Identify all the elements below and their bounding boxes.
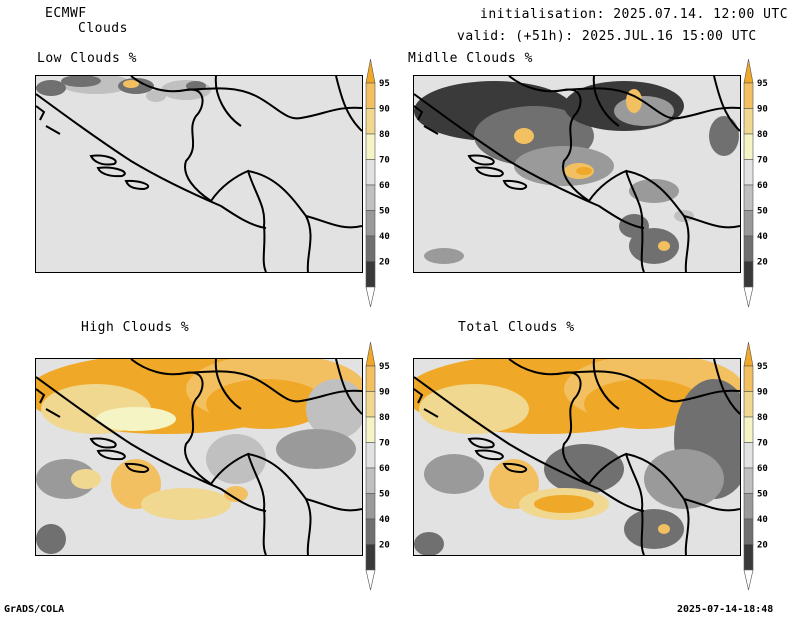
colorbar-tick-label: 20: [757, 541, 768, 551]
map-low-clouds: [35, 75, 363, 273]
colorbar-top-right: 95 90 80 70 60 50 40 20: [742, 58, 792, 308]
colorbar-tick-label: 95: [757, 79, 768, 89]
map-high-clouds: [35, 358, 363, 556]
colorbar-segment: [365, 261, 376, 288]
colorbar-segment: [365, 82, 376, 109]
colorbar-tick-label: 80: [757, 130, 768, 140]
colorbar-tick-label: 60: [379, 464, 390, 474]
footer-timestamp: 2025-07-14-18:48: [677, 604, 774, 615]
colorbar-bottom-triangle: [365, 286, 376, 308]
colorbar-bottom-right: 95 90 80 70 60 50 40 20: [742, 341, 792, 591]
map-low-svg: [36, 76, 362, 272]
colorbar-segment: [743, 467, 754, 494]
colorbar-segment: [743, 518, 754, 545]
colorbar-segment: [365, 365, 376, 392]
map-total-svg: [414, 359, 740, 555]
colorbar-segment: [365, 493, 376, 520]
colorbar-segment: [365, 416, 376, 443]
model-label: ECMWF: [45, 6, 87, 21]
map-middle-clouds: [413, 75, 741, 273]
colorbar-segment: [743, 442, 754, 469]
map-middle-svg: [414, 76, 740, 272]
colorbar-tick-label: 95: [379, 362, 390, 372]
colorbar-segment: [743, 261, 754, 288]
colorbar-top-left: 95 90 80 70 60 50 40 20: [364, 58, 414, 308]
colorbar-tick-label: 40: [379, 232, 390, 242]
colorbar-segment: [743, 159, 754, 186]
colorbar-tick-label: 70: [379, 439, 390, 449]
colorbar-segment: [365, 184, 376, 211]
colorbar-tick-label: 90: [379, 105, 390, 115]
field-label: Clouds: [78, 21, 128, 36]
colorbar-segment: [743, 235, 754, 262]
colorbar-segment: [365, 159, 376, 186]
colorbar-top-triangle: [365, 341, 376, 367]
colorbar-segment: [743, 365, 754, 392]
colorbar-tick-label: 80: [379, 130, 390, 140]
colorbar-tick-label: 70: [379, 156, 390, 166]
colorbar-segment: [743, 133, 754, 160]
initialisation-time: initialisation: 2025.07.14. 12:00 UTC: [480, 7, 789, 22]
colorbar-tick-label: 20: [379, 258, 390, 268]
colorbar-segment: [365, 518, 376, 545]
colorbar-bottom-triangle: [365, 569, 376, 591]
colorbar-segment: [743, 108, 754, 135]
colorbar-bottom-left: 95 90 80 70 60 50 40 20: [364, 341, 414, 591]
colorbar-segment: [365, 544, 376, 571]
colorbar-tick-label: 95: [757, 362, 768, 372]
map-total-clouds: [413, 358, 741, 556]
panel-title-middle: Midlle Clouds %: [408, 51, 533, 66]
colorbar-segment: [365, 133, 376, 160]
map-high-svg: [36, 359, 362, 555]
colorbar-tick-label: 20: [379, 541, 390, 551]
colorbar-segment: [743, 416, 754, 443]
panel-title-total: Total Clouds %: [458, 320, 575, 335]
colorbar-segment: [743, 493, 754, 520]
colorbar-tick-label: 40: [379, 515, 390, 525]
colorbar-tick-label: 90: [379, 388, 390, 398]
colorbar-tick-label: 70: [757, 156, 768, 166]
panel-title-high: High Clouds %: [81, 320, 190, 335]
colorbar-tick-label: 90: [757, 105, 768, 115]
colorbar-tick-label: 80: [757, 413, 768, 423]
colorbar-top-triangle: [743, 58, 754, 84]
colorbar-segment: [365, 467, 376, 494]
colorbar-top-triangle: [743, 341, 754, 367]
colorbar-segment: [365, 210, 376, 237]
colorbar-tick-label: 40: [757, 515, 768, 525]
colorbar-tick-label: 70: [757, 439, 768, 449]
colorbar-top-triangle: [365, 58, 376, 84]
colorbar-tick-label: 50: [379, 207, 390, 217]
colorbar-tick-label: 60: [757, 181, 768, 191]
colorbar-segment: [743, 391, 754, 418]
colorbar-tick-label: 95: [379, 79, 390, 89]
colorbar-tick-label: 80: [379, 413, 390, 423]
colorbar-segment: [365, 391, 376, 418]
colorbar-segment: [365, 235, 376, 262]
colorbar-bottom-triangle: [743, 569, 754, 591]
colorbar-bottom-triangle: [743, 286, 754, 308]
colorbar-tick-label: 50: [757, 207, 768, 217]
colorbar-segment: [365, 442, 376, 469]
colorbar-tick-label: 40: [757, 232, 768, 242]
colorbar-tick-label: 60: [379, 181, 390, 191]
colorbar-segment: [743, 210, 754, 237]
colorbar-tick-label: 50: [379, 490, 390, 500]
colorbar-tick-label: 90: [757, 388, 768, 398]
colorbar-tick-label: 20: [757, 258, 768, 268]
colorbar-segment: [743, 544, 754, 571]
colorbar-segment: [365, 108, 376, 135]
panel-title-low: Low Clouds %: [37, 51, 137, 66]
colorbar-tick-label: 60: [757, 464, 768, 474]
colorbar-segment: [743, 184, 754, 211]
colorbar-tick-label: 50: [757, 490, 768, 500]
colorbar-segment: [743, 82, 754, 109]
valid-time: valid: (+51h): 2025.JUL.16 15:00 UTC: [457, 29, 757, 44]
footer-credit: GrADS/COLA: [4, 604, 65, 615]
